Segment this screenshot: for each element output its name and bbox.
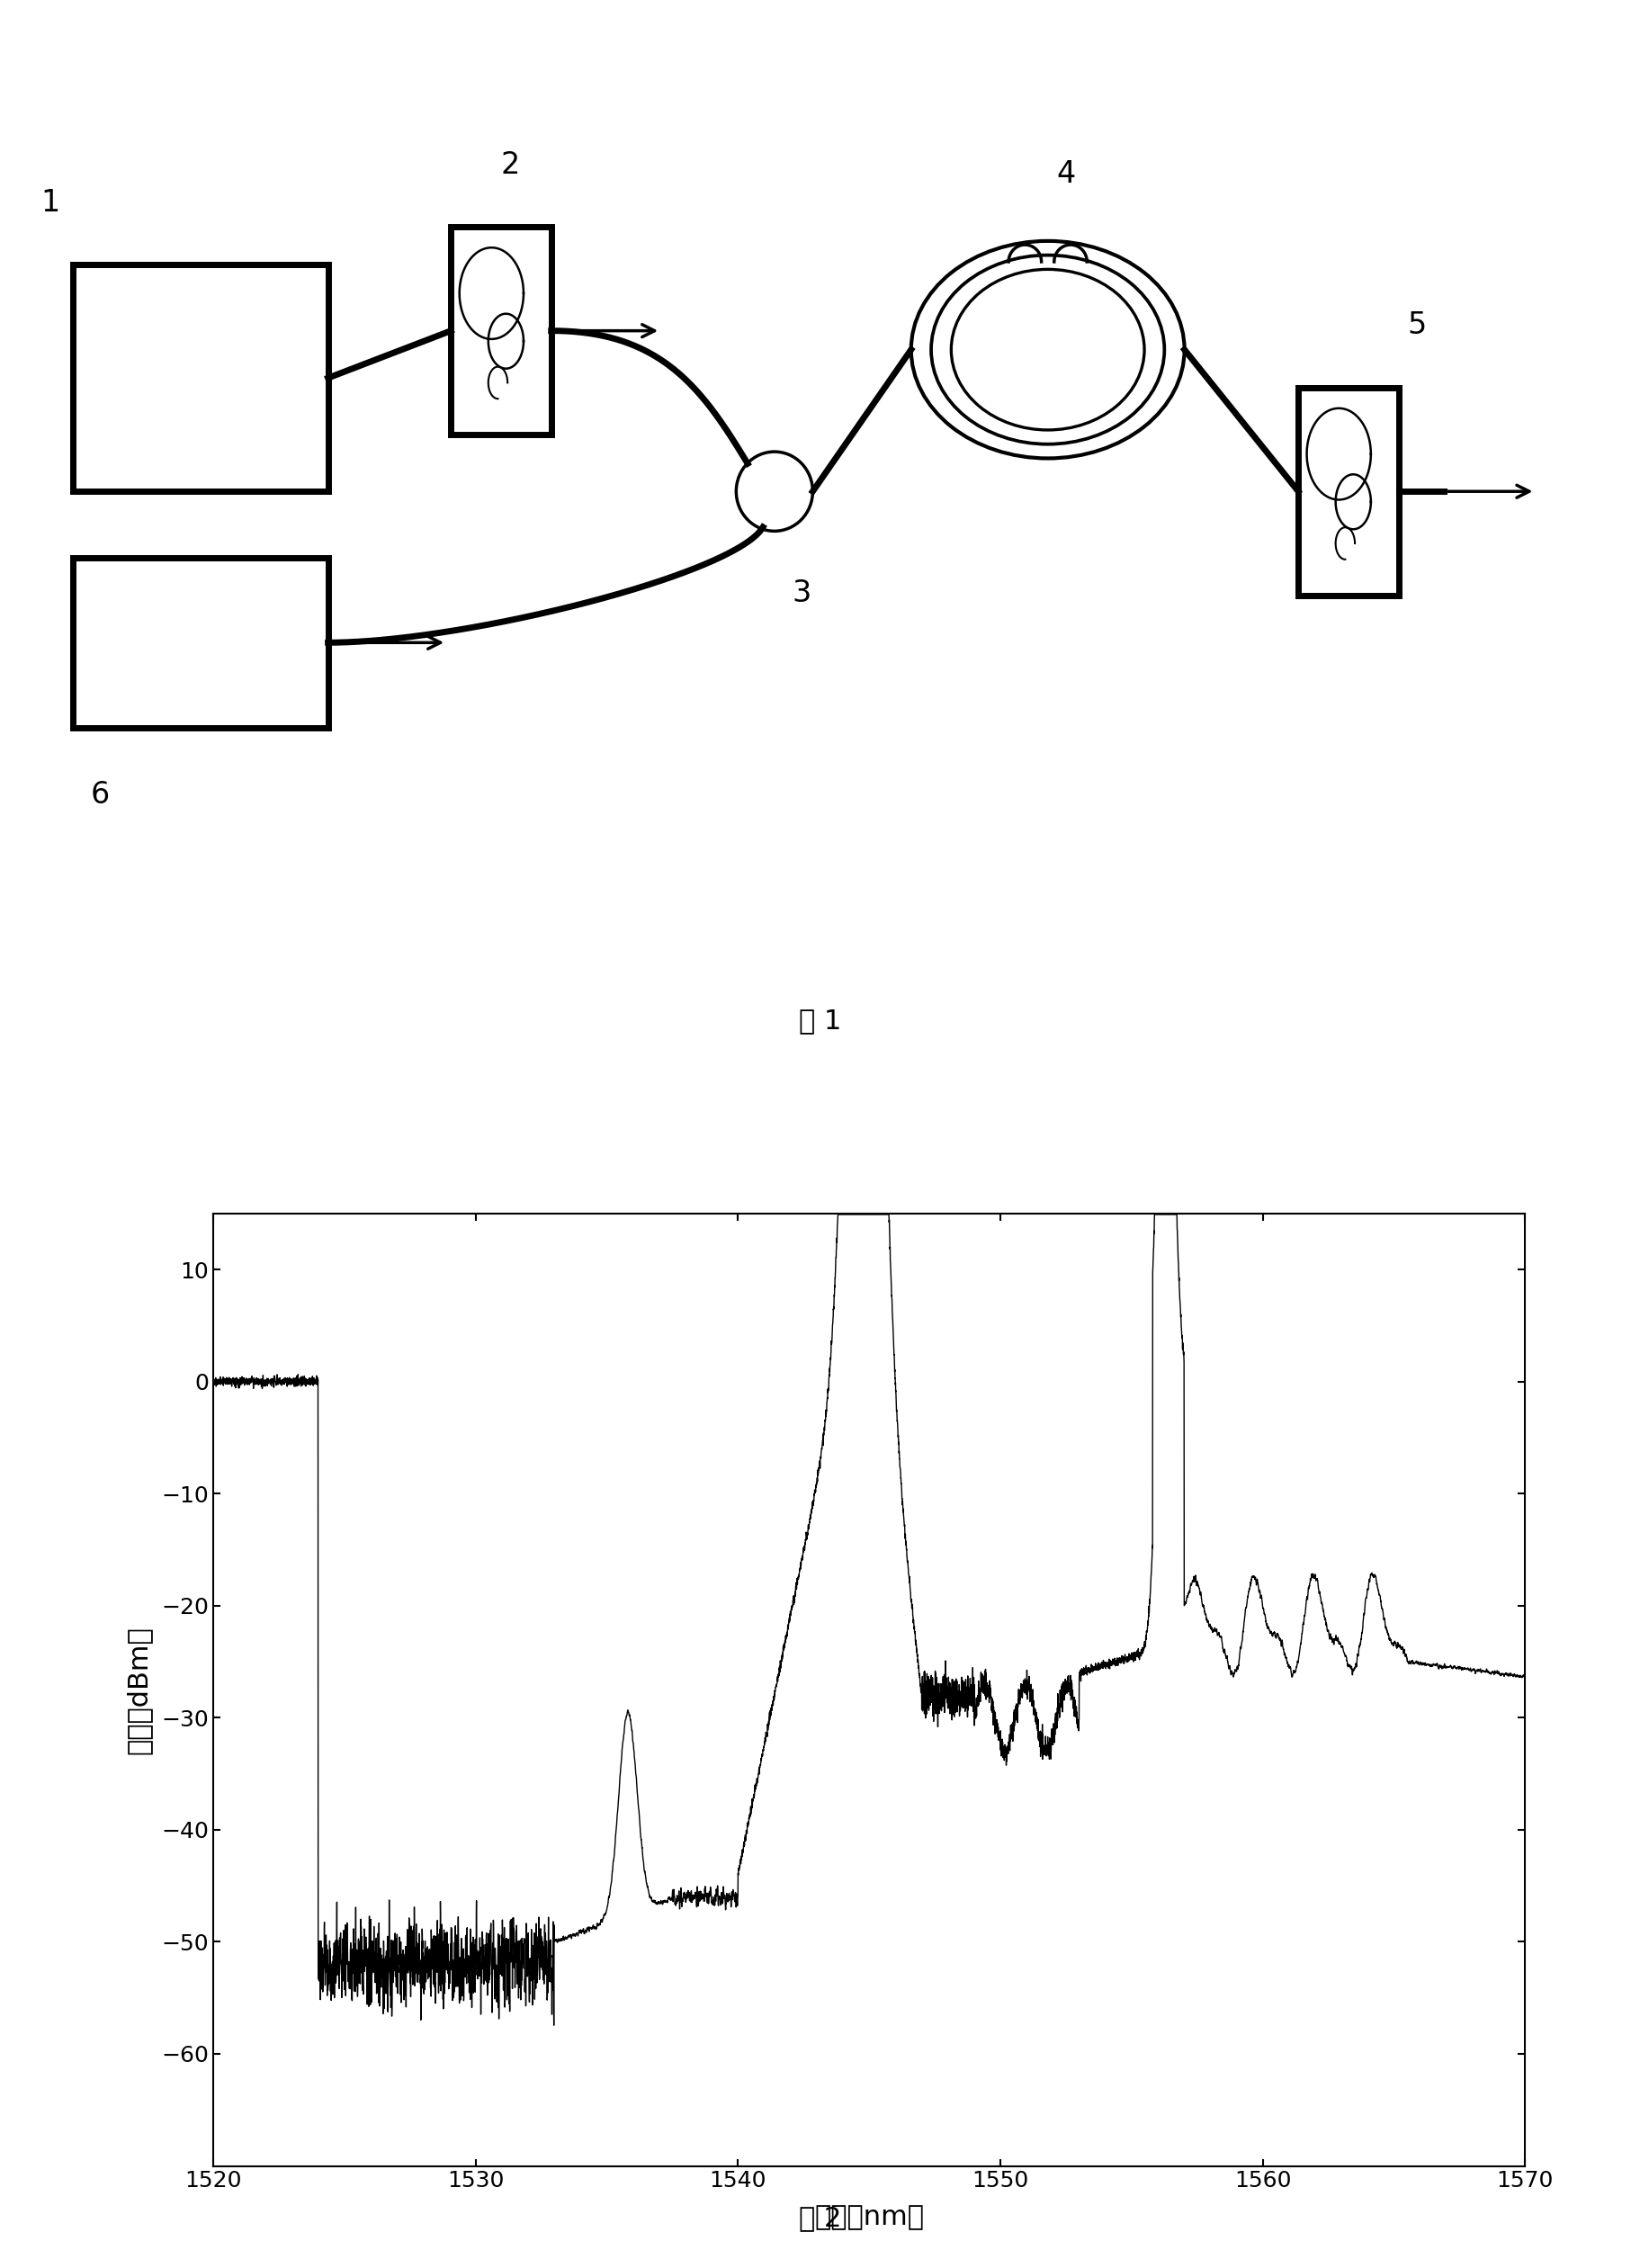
Text: 4: 4	[1056, 159, 1076, 188]
Bar	[72, 558, 328, 728]
Bar	[1299, 388, 1399, 596]
Text: 1: 1	[41, 188, 59, 218]
Text: 5: 5	[1407, 311, 1427, 340]
Text: 2: 2	[500, 150, 520, 179]
Bar	[72, 265, 328, 492]
Bar	[451, 227, 551, 435]
Y-axis label: 功率（dBm）: 功率（dBm）	[125, 1626, 151, 1753]
Text: 图 1: 图 1	[799, 1007, 841, 1034]
Text: 6: 6	[90, 780, 110, 810]
Text: 图 2: 图 2	[799, 2204, 841, 2232]
Circle shape	[736, 451, 813, 531]
X-axis label: 波长（nm）: 波长（nm）	[815, 2204, 923, 2229]
Text: 3: 3	[792, 578, 812, 608]
